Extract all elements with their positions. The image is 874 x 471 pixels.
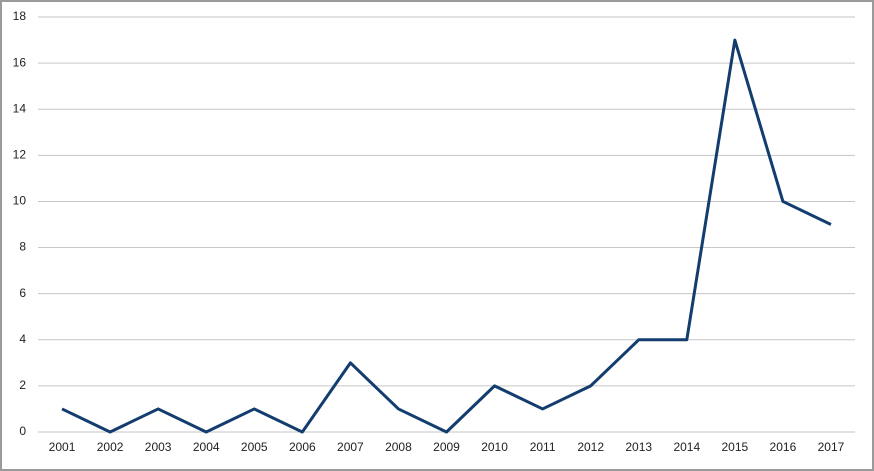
x-tick-label: 2010 (481, 440, 508, 454)
y-tick-label: 16 (13, 55, 27, 69)
x-tick-label: 2016 (770, 440, 797, 454)
x-tick-label: 2003 (145, 440, 172, 454)
x-tick-label: 2004 (193, 440, 220, 454)
y-tick-label: 4 (19, 332, 26, 346)
x-tick-label: 2009 (433, 440, 460, 454)
x-tick-label: 2002 (97, 440, 124, 454)
y-tick-label: 18 (13, 9, 27, 23)
x-tick-label: 2013 (625, 440, 652, 454)
y-tick-label: 14 (13, 101, 27, 115)
x-tick-label: 2017 (818, 440, 845, 454)
x-tick-label: 2012 (577, 440, 604, 454)
y-tick-label: 6 (19, 286, 26, 300)
data-line (61, 38, 832, 434)
x-tick-label: 2015 (722, 440, 749, 454)
x-tick-label: 2005 (241, 440, 268, 454)
x-tick-label: 2008 (385, 440, 412, 454)
y-tick-label: 0 (19, 424, 26, 438)
x-tick-label: 2014 (673, 440, 700, 454)
y-tick-label: 2 (19, 378, 26, 392)
y-tick-label: 12 (13, 148, 27, 162)
x-tick-label: 2011 (530, 440, 556, 454)
x-tick-label: 2007 (337, 440, 364, 454)
y-tick-label: 10 (13, 194, 27, 208)
x-tick-label: 2006 (289, 440, 316, 454)
y-tick-label: 8 (19, 240, 26, 254)
x-tick-label: 2001 (49, 440, 76, 454)
